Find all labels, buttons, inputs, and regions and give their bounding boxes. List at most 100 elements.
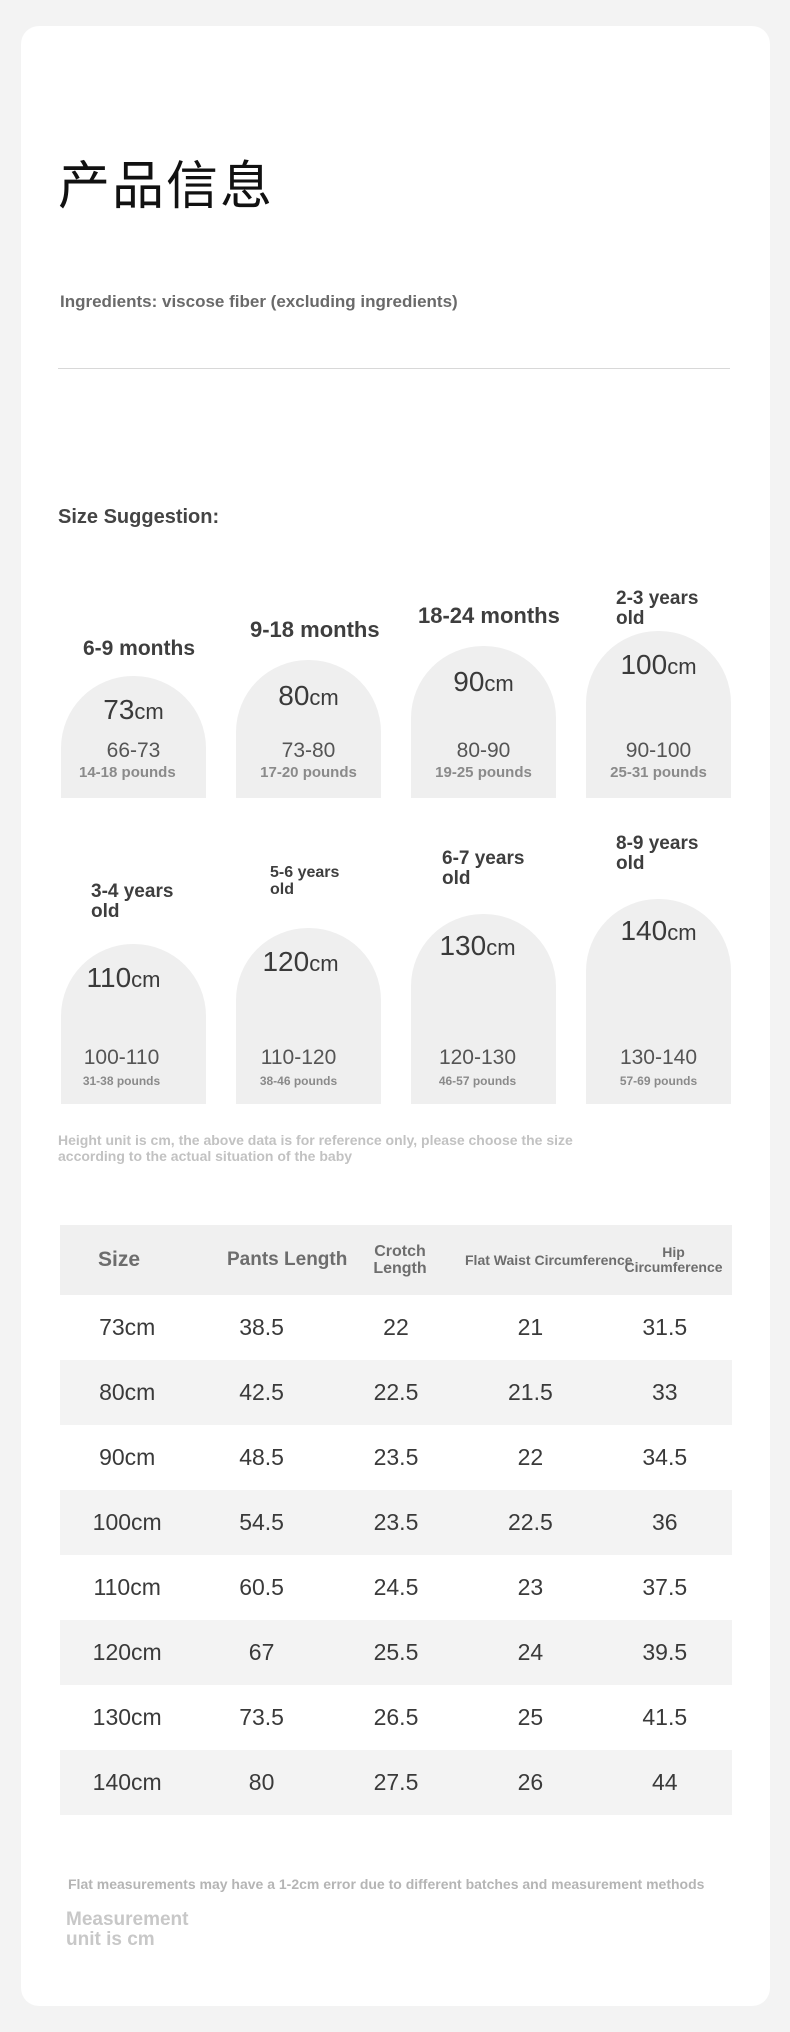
height-number: 100	[620, 649, 668, 680]
size-card-90: 18-24 months 90cm 80-90 19-25 pounds	[411, 604, 560, 798]
header-hip: Hip Circumference	[624, 1244, 723, 1275]
table-cell: 48.5	[239, 1444, 284, 1470]
table-cell: 26	[517, 1769, 544, 1795]
size-arch	[236, 928, 381, 1104]
table-cell: 120cm	[92, 1639, 162, 1665]
table-cell: 67	[248, 1639, 275, 1665]
height-unit: cm	[134, 699, 164, 724]
table-cell: 44	[651, 1769, 678, 1795]
table-cell: 54.5	[239, 1509, 284, 1535]
height-value: 90cm	[411, 666, 556, 698]
age-label: 18-24 months	[418, 603, 560, 628]
table-cell: 25	[517, 1704, 544, 1730]
table-row: 73cm 38.5 22 21 31.5	[60, 1295, 732, 1360]
table-cell: 110cm	[93, 1574, 161, 1600]
height-value: 73cm	[61, 694, 206, 726]
table-row: 140cm 80 27.5 26 44	[60, 1750, 732, 1815]
table-cell: 23.5	[373, 1444, 419, 1470]
header-flat-waist: Flat Waist Circumference	[465, 1252, 633, 1268]
size-card-130: 6-7 years old 130cm 120-130 46-57 pounds	[411, 849, 556, 1104]
height-range: 120-130	[438, 1046, 517, 1069]
reference-note: Height unit is cm, the above data is for…	[58, 1132, 573, 1164]
ingredients-text: Ingredients: viscose fiber (excluding in…	[60, 292, 458, 311]
table-cell: 41.5	[642, 1704, 688, 1730]
table-cell: 34.5	[642, 1444, 688, 1470]
height-value: 130cm	[405, 930, 550, 962]
weight-range: 46-57 pounds	[438, 1074, 517, 1088]
height-unit: cm	[309, 685, 339, 710]
table-row: 90cm 48.5 23.5 22 34.5	[60, 1425, 732, 1490]
table-cell: 24.5	[373, 1574, 419, 1600]
age-label: 3-4 years old	[91, 881, 174, 922]
height-value: 140cm	[586, 915, 731, 947]
table-cell: 22	[517, 1444, 544, 1470]
table-cell: 100cm	[92, 1509, 162, 1535]
size-arch	[411, 646, 556, 798]
weight-range: 57-69 pounds	[619, 1074, 698, 1088]
table-cell: 24	[517, 1639, 544, 1665]
weight-range: 31-38 pounds	[82, 1074, 161, 1088]
size-card-140: 8-9 years old 140cm 130-140 57-69 pounds	[586, 834, 731, 1104]
age-label: 8-9 years old	[616, 833, 699, 874]
table-cell: 60.5	[239, 1574, 284, 1600]
height-unit: cm	[667, 654, 697, 679]
age-label: 6-7 years old	[442, 848, 525, 889]
table-cell: 21.5	[507, 1379, 553, 1405]
height-value: 120cm	[228, 946, 373, 978]
table-row: 80cm 42.5 22.5 21.5 33	[60, 1360, 732, 1425]
weight-range: 38-46 pounds	[259, 1074, 338, 1088]
divider	[58, 368, 730, 369]
table-row: 100cm 54.5 23.5 22.5 36	[60, 1490, 732, 1555]
table-cell: 80	[248, 1769, 275, 1795]
table-row: 130cm 73.5 26.5 25 41.5	[60, 1685, 732, 1750]
size-arch	[61, 944, 206, 1104]
size-card-120: 5-6 years old 120cm 110-120 38-46 pounds	[236, 864, 381, 1104]
height-number: 90	[453, 666, 485, 697]
size-suggestion-heading: Size Suggestion:	[58, 506, 220, 528]
size-arch	[236, 660, 381, 798]
header-pants-length: Pants Length	[227, 1249, 348, 1270]
table-cell: 73.5	[239, 1704, 284, 1730]
height-number: 130	[439, 930, 487, 961]
age-label: 5-6 years old	[270, 864, 340, 898]
table-cell: 33	[651, 1379, 678, 1405]
table-cell: 27.5	[373, 1769, 419, 1795]
height-number: 110	[86, 962, 132, 993]
height-range: 66-73	[106, 739, 161, 762]
measurement-error-note: Flat measurements may have a 1-2cm error…	[68, 1876, 705, 1892]
size-arch	[586, 899, 731, 1104]
size-arch	[411, 914, 556, 1104]
table-cell: 73cm	[99, 1314, 156, 1340]
weight-range: 19-25 pounds	[435, 764, 532, 781]
table-cell: 23.5	[373, 1509, 419, 1535]
age-label: 6-9 months	[83, 637, 196, 660]
size-card-80: 9-18 months 80cm 73-80 17-20 pounds	[236, 618, 381, 798]
table-cell: 22.5	[373, 1379, 419, 1405]
table-body: 73cm 38.5 22 21 31.5 80cm 42.5 22.5 21.5 33 90cm 48…	[60, 1295, 732, 1815]
table-header: Size Pants Length Crotch Length Flat Wai…	[60, 1225, 732, 1295]
size-arch	[586, 631, 731, 798]
page-title: 产品信息	[58, 157, 275, 217]
height-value: 100cm	[586, 649, 731, 681]
table-cell: 21	[517, 1314, 544, 1340]
table-row: 110cm 60.5 24.5 23 37.5	[60, 1555, 732, 1620]
height-range: 110-120	[260, 1046, 337, 1069]
table-cell: 22.5	[507, 1509, 553, 1535]
table-cell: 42.5	[239, 1379, 284, 1405]
size-arch	[61, 676, 206, 798]
product-info-card: 产品信息 Ingredients: viscose fiber (excludi…	[21, 26, 770, 2006]
height-unit: cm	[486, 935, 516, 960]
size-card-110: 3-4 years old 110cm 100-110 31-38 pounds	[61, 882, 206, 1104]
table-cell: 80cm	[99, 1379, 156, 1405]
table-row: 120cm 67 25.5 24 39.5	[60, 1620, 732, 1685]
size-card-73: 6-9 months 73cm 66-73 14-18 pounds	[61, 637, 206, 798]
table-cell: 25.5	[373, 1639, 419, 1665]
height-unit: cm	[309, 951, 339, 976]
table-cell: 130cm	[92, 1704, 162, 1730]
height-range: 100-110	[83, 1046, 160, 1069]
height-value: 110cm	[51, 962, 196, 994]
height-number: 80	[278, 680, 310, 711]
height-unit: cm	[131, 967, 161, 992]
table-cell: 37.5	[642, 1574, 688, 1600]
weight-range: 14-18 pounds	[79, 764, 176, 781]
